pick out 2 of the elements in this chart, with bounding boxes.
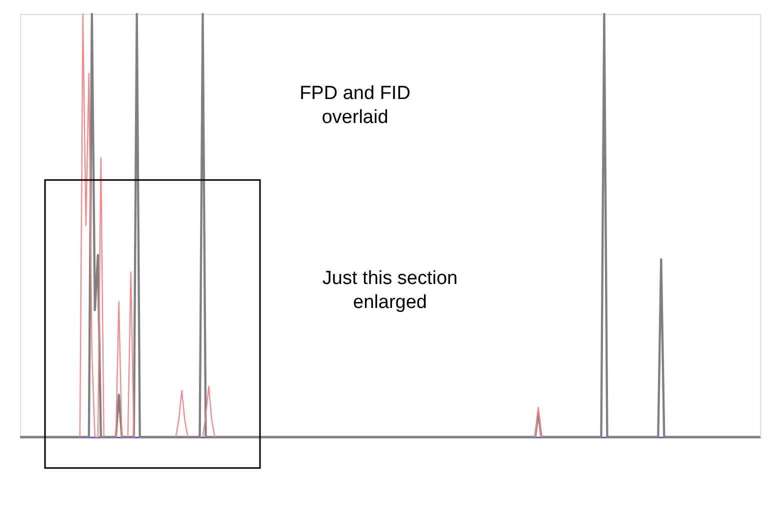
- annotation: FPD and FID overlaid: [300, 83, 410, 128]
- annotation: Just this section enlarged: [322, 268, 458, 313]
